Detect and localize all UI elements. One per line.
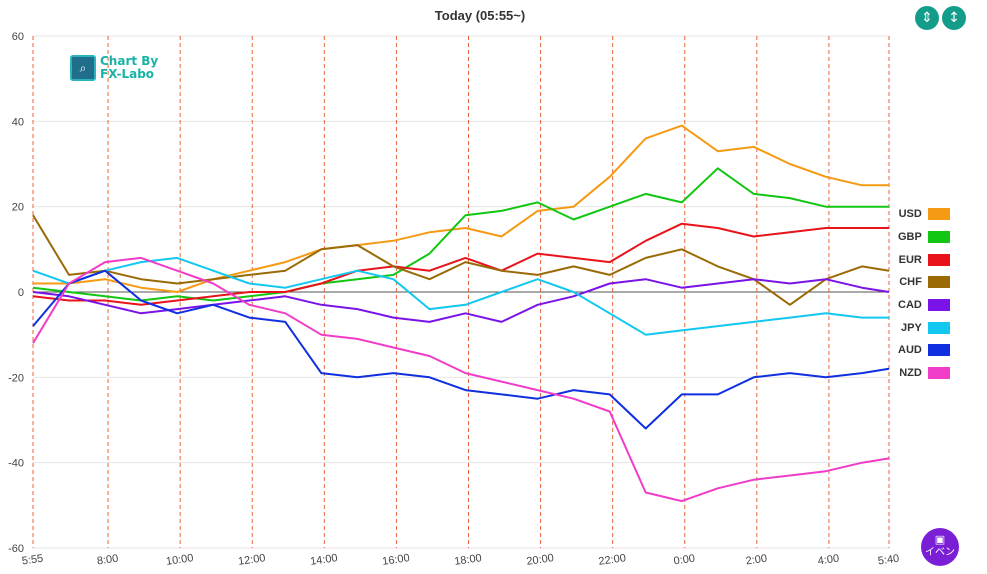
series-line-nzd bbox=[32, 256, 890, 503]
x-tick-label: 0:00 bbox=[673, 553, 696, 568]
event-button[interactable]: ▣ イベン bbox=[921, 528, 959, 566]
legend-item-jpy[interactable]: JPY bbox=[898, 316, 950, 339]
x-tick-label: 12:00 bbox=[237, 552, 266, 568]
y-tick-label: 20 bbox=[12, 202, 24, 214]
x-tick-label: 5:40 bbox=[877, 553, 900, 568]
legend-item-usd[interactable]: USD bbox=[898, 203, 950, 226]
legend-swatch bbox=[927, 231, 950, 244]
y-tick-label: 60 bbox=[12, 31, 24, 43]
legend-label: GBP bbox=[898, 231, 922, 244]
legend-item-chf[interactable]: CHF bbox=[898, 271, 950, 294]
x-tick-labels: 5:55 8:00 10:00 12:00 14:00 16:00 18:00 20:00 22… bbox=[21, 552, 900, 568]
legend-swatch bbox=[927, 367, 950, 380]
series-line-cad bbox=[32, 278, 890, 323]
legend-item-aud[interactable]: AUD bbox=[898, 339, 950, 362]
compress-vertical-button[interactable]: ⇕ bbox=[915, 6, 939, 30]
series-line-aud bbox=[32, 269, 890, 430]
series-line-usd bbox=[33, 124, 889, 293]
y-tick-label: -60 bbox=[8, 543, 24, 555]
x-tick-label: 10:00 bbox=[165, 552, 194, 568]
legend-swatch bbox=[927, 344, 950, 357]
legend-swatch bbox=[927, 299, 950, 312]
expand-vertical-button[interactable]: ↕ bbox=[942, 6, 966, 30]
legend-label: NZD bbox=[899, 367, 922, 380]
x-tick-label: 20:00 bbox=[526, 552, 555, 568]
x-tick-label: 4:00 bbox=[817, 553, 840, 568]
y-tick-label: 40 bbox=[12, 116, 24, 128]
x-tick-label: 2:00 bbox=[745, 553, 768, 568]
x-tick-label: 18:00 bbox=[454, 552, 483, 568]
legend: USD GBP EUR CHF CAD JPY AUD NZD bbox=[898, 203, 950, 385]
chart-logo-icon: ⌕ bbox=[70, 55, 96, 81]
y-tick-label: -20 bbox=[8, 372, 24, 384]
series-line-jpy bbox=[32, 256, 889, 336]
x-tick-label: 14:00 bbox=[309, 552, 338, 568]
legend-item-eur[interactable]: EUR bbox=[898, 248, 950, 271]
y-tick-label: 0 bbox=[18, 287, 24, 299]
y-tick-labels: 60 40 20 0 -20 -40 -60 bbox=[8, 31, 24, 555]
compress-vertical-icon: ⇕ bbox=[921, 10, 933, 26]
series-lines bbox=[32, 124, 890, 503]
x-tick-label: 5:55 bbox=[21, 553, 44, 568]
x-tick-label: 8:00 bbox=[96, 553, 119, 568]
legend-label: CAD bbox=[898, 299, 922, 312]
legend-label: EUR bbox=[898, 253, 922, 266]
y-tick-label: -40 bbox=[8, 458, 24, 470]
legend-label: USD bbox=[898, 208, 922, 221]
x-tick-label: 16:00 bbox=[382, 552, 411, 568]
legend-swatch bbox=[927, 276, 950, 289]
series-line-eur bbox=[32, 222, 889, 306]
legend-swatch bbox=[927, 208, 950, 221]
logo-line-1: Chart By bbox=[100, 54, 159, 68]
expand-vertical-icon: ↕ bbox=[948, 10, 960, 26]
legend-item-nzd[interactable]: NZD bbox=[898, 362, 950, 385]
legend-label: JPY bbox=[901, 321, 922, 334]
legend-label: CHF bbox=[899, 276, 922, 289]
calendar-icon: ▣ bbox=[934, 533, 946, 546]
legend-swatch bbox=[927, 321, 950, 334]
legend-item-gbp[interactable]: GBP bbox=[898, 226, 950, 249]
fx-labo-logo: ⌕ Chart By FX-Labo bbox=[70, 55, 158, 81]
logo-line-2: FX-Labo bbox=[100, 67, 155, 81]
y-gridlines bbox=[33, 35, 889, 549]
x-tick-label: 22:00 bbox=[598, 552, 627, 568]
legend-label: AUD bbox=[898, 344, 922, 357]
legend-swatch bbox=[927, 253, 950, 266]
series-line-gbp bbox=[32, 167, 889, 302]
legend-item-cad[interactable]: CAD bbox=[898, 294, 950, 317]
chart-title: Today (05:55~) bbox=[434, 8, 526, 23]
x-gridlines bbox=[32, 36, 890, 548]
event-button-label: イベン bbox=[925, 547, 955, 558]
